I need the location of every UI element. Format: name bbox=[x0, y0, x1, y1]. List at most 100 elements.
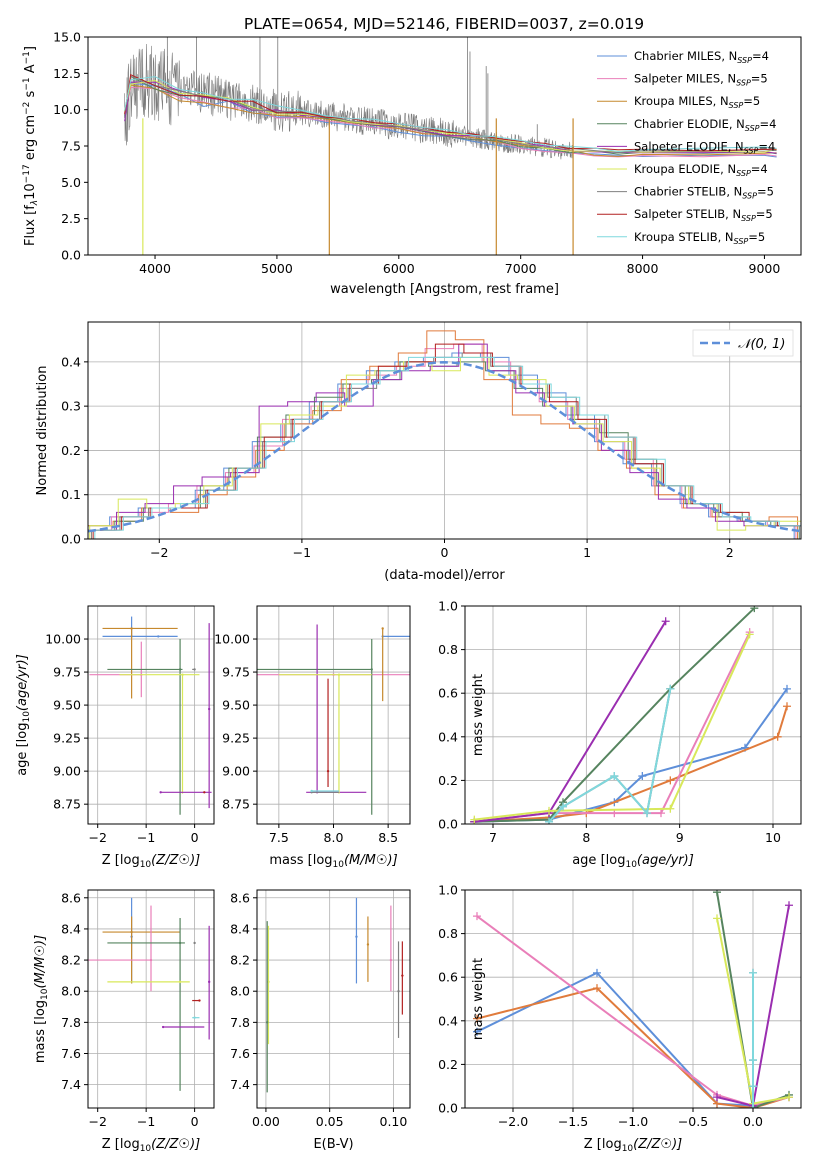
x-tick-label: 10 bbox=[765, 830, 781, 845]
x-axis-label: mass [log10(M/M☉)] bbox=[269, 853, 397, 870]
y-tick-label: 8.6 bbox=[61, 890, 81, 905]
errorbar-point bbox=[193, 1016, 196, 1019]
x-tick-label: −1 bbox=[137, 830, 155, 845]
y-tick-label: 8.0 bbox=[61, 984, 81, 999]
x-axis-label: (data-model)/error bbox=[384, 568, 505, 583]
legend-label: Kroupa STELIB, NSSP=5 bbox=[634, 230, 765, 246]
errorbar-point bbox=[130, 930, 133, 934]
errorbar-point bbox=[310, 789, 313, 793]
x-tick-label: 0.05 bbox=[316, 1114, 344, 1129]
errorbar-point bbox=[381, 627, 384, 630]
x-tick-label: 7 bbox=[489, 830, 497, 845]
panel-age-vs-mass: 7.5 8.0 8.5 8.75 9.00 9.25 9.50 9.75 10.00 mass [… bbox=[214, 605, 411, 870]
panel-mass-vs-metallicity: −2 −1 0 7.4 7.6 7.8 8.0 8.2 8.4 8.6 Z [log10(Z/Z☉)… bbox=[33, 889, 215, 1154]
y-tick-label: 1.0 bbox=[438, 599, 458, 614]
y-axis-label: mass [log10(M/M☉)] bbox=[33, 935, 50, 1063]
y-tick-label: 0.2 bbox=[438, 1057, 458, 1072]
errorbar-points bbox=[257, 624, 410, 815]
y-tick-label: 0.0 bbox=[438, 1101, 458, 1116]
weight-series-line bbox=[474, 706, 788, 823]
x-axis-label: E(B-V) bbox=[313, 1137, 353, 1152]
weight-point-marker bbox=[545, 817, 553, 824]
x-tick-label: 4000 bbox=[139, 261, 171, 276]
weight-point-marker bbox=[666, 684, 675, 693]
errorbar-point bbox=[178, 980, 182, 984]
errorbar-point bbox=[337, 673, 341, 676]
y-tick-label: 8.75 bbox=[53, 797, 81, 812]
errorbar-point bbox=[207, 980, 211, 984]
errorbar-point bbox=[198, 999, 201, 1002]
y-tick-label: 0.6 bbox=[438, 970, 458, 985]
weight-series-line bbox=[474, 688, 788, 823]
errorbar-point bbox=[130, 627, 133, 630]
y-tick-label: 0.2 bbox=[438, 773, 458, 788]
y-tick-label: 0.6 bbox=[438, 686, 458, 701]
errorbar-point bbox=[366, 943, 370, 946]
x-tick-label: 0 bbox=[441, 545, 449, 560]
weight-point-marker bbox=[638, 772, 647, 781]
legend-box bbox=[692, 329, 794, 357]
errorbar-point bbox=[397, 990, 400, 993]
histogram-step-line bbox=[92, 343, 801, 539]
y-tick-label: 8.6 bbox=[230, 890, 250, 905]
x-tick-label: −2 bbox=[88, 830, 106, 845]
y-tick-label: 0.4 bbox=[61, 354, 81, 369]
weight-point-marker bbox=[785, 901, 793, 910]
panel-mass-vs-reddening: 0.00 0.05 0.10 7.4 7.6 7.8 8.0 8.2 8.4 8.6 E(B-V) bbox=[230, 889, 411, 1152]
y-tick-label: 7.5 bbox=[61, 139, 81, 154]
y-tick-label: 8.2 bbox=[61, 953, 81, 968]
weight-point-marker bbox=[559, 802, 567, 811]
y-tick-label: 0.3 bbox=[61, 399, 81, 414]
errorbar-point bbox=[355, 935, 358, 938]
legend-label: Kroupa ELODIE, NSSP=4 bbox=[634, 162, 768, 178]
errorbar-point bbox=[178, 668, 182, 671]
y-tick-label: 8.0 bbox=[230, 984, 250, 999]
plot-frame bbox=[256, 889, 411, 1109]
legend-label: Kroupa MILES, NSSP=5 bbox=[634, 94, 760, 110]
y-tick-label: 9.75 bbox=[53, 665, 81, 680]
legend-label: Salpeter MILES, NSSP=5 bbox=[634, 72, 768, 88]
plot-frame bbox=[464, 605, 802, 825]
weight-point-marker bbox=[643, 809, 651, 818]
weight-lines bbox=[470, 606, 791, 824]
y-tick-label: 1.0 bbox=[438, 883, 458, 898]
y-tick-label: 5.0 bbox=[61, 175, 81, 190]
model-spectrum-line bbox=[124, 82, 777, 158]
x-tick-label: 2 bbox=[726, 545, 734, 560]
weight-point-marker bbox=[749, 1104, 757, 1108]
x-tick-label: 0.0 bbox=[743, 1114, 763, 1129]
y-axis-label: Flux [fλ10−17 erg cm−2 s−1 A−1] bbox=[22, 46, 40, 246]
x-tick-label: 0 bbox=[191, 1114, 199, 1129]
plot-frame bbox=[87, 605, 215, 825]
weight-point-marker bbox=[749, 1082, 757, 1091]
x-tick-label: 7.5 bbox=[269, 830, 289, 845]
x-tick-label: 6000 bbox=[383, 261, 415, 276]
x-tick-label: −2 bbox=[88, 1114, 106, 1129]
x-axis-label: Z [log10(Z/Z☉)] bbox=[584, 1137, 682, 1154]
y-tick-label: 9.00 bbox=[53, 764, 81, 779]
errorbar-point bbox=[193, 941, 196, 945]
weight-point-marker bbox=[593, 984, 601, 993]
x-tick-label: 0 bbox=[191, 830, 199, 845]
errorbar-point bbox=[178, 941, 182, 945]
plot-frame bbox=[87, 889, 215, 1109]
panel-massweight-vs-age: 7 8 9 10 0.0 0.2 0.4 0.6 0.8 1.0 age [log10(age/yr… bbox=[438, 599, 802, 870]
y-tick-label: 10.00 bbox=[214, 632, 250, 647]
y-tick-label: 0.4 bbox=[438, 729, 458, 744]
panel-massweight-vs-metallicity: −2.0 −1.5 −1.0 −0.5 0.0 0.0 0.2 0.4 0.6 0.8 1.0 Z [… bbox=[438, 883, 802, 1154]
y-tick-label: 7.4 bbox=[61, 1077, 81, 1092]
errorbar-point bbox=[181, 673, 184, 676]
weight-point-marker bbox=[745, 630, 754, 639]
x-axis-label: wavelength [Angstrom, rest frame] bbox=[330, 282, 559, 297]
weight-point-marker bbox=[610, 772, 619, 781]
x-tick-label: 8.5 bbox=[378, 830, 398, 845]
errorbar-point bbox=[401, 974, 404, 977]
legend-label: Salpeter STELIB, NSSP=5 bbox=[634, 207, 773, 223]
y-axis-label: age [log10(age/yr)] bbox=[15, 654, 32, 776]
spectrum-lines bbox=[124, 37, 777, 255]
weight-point-marker bbox=[783, 702, 791, 711]
weight-point-marker bbox=[593, 968, 601, 977]
y-tick-label: 0.0 bbox=[61, 248, 81, 263]
x-tick-label: 7000 bbox=[505, 261, 537, 276]
errorbar-point bbox=[253, 635, 255, 637]
